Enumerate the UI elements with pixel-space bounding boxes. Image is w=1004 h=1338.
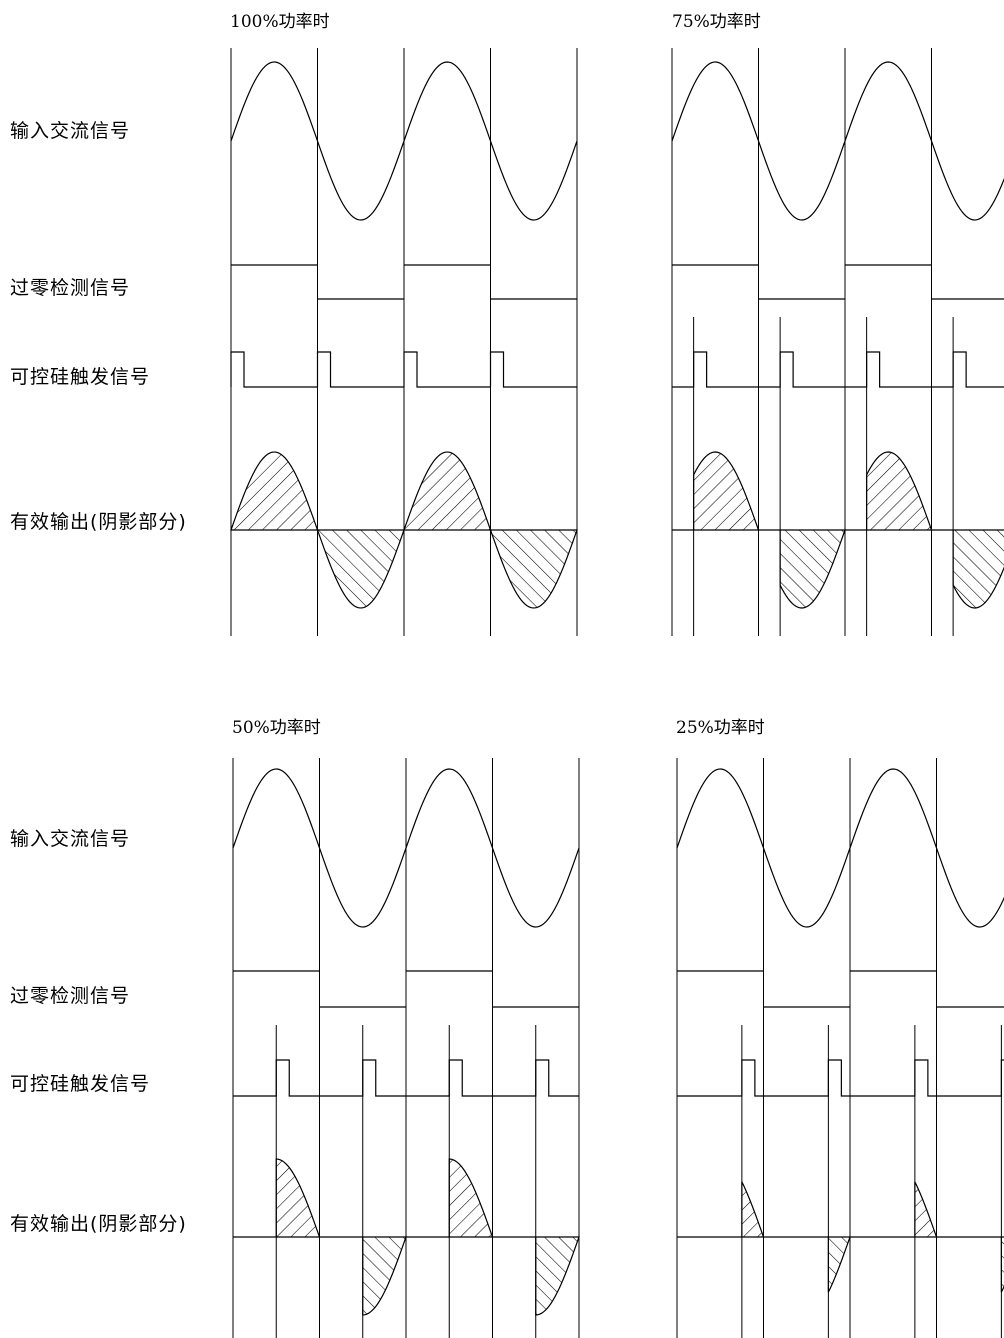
label-trigger-top: 可控硅触发信号: [10, 366, 151, 388]
panel-title-25: 25%功率时: [676, 718, 765, 738]
output-shaded-lobe: [693, 451, 760, 531]
output-shaded-lobe: [275, 1158, 321, 1238]
trigger-pulse: [931, 351, 1004, 388]
panel-title-50: 50%功率时: [232, 718, 321, 738]
trigger-pulse: [230, 351, 318, 388]
label-input-signal-top: 输入交流信号: [10, 120, 131, 142]
output-shaded-lobe: [1000, 1236, 1004, 1293]
trigger-pulse: [850, 1059, 937, 1097]
input-sine-wave: [230, 61, 578, 221]
label-output-top: 有效输出(阴影部分): [10, 511, 187, 533]
panel-title-100: 100%功率时: [230, 12, 330, 32]
panel-title-75: 75%功率时: [672, 12, 761, 32]
trigger-pulse: [936, 1059, 1004, 1097]
output-shaded-lobe: [952, 529, 1004, 609]
trigger-pulse: [316, 351, 404, 388]
label-zero-cross-top: 过零检测信号: [10, 277, 131, 299]
output-shaded-lobe: [827, 1236, 851, 1293]
trigger-pulse: [677, 1059, 764, 1097]
panel-p50: [232, 758, 580, 1338]
output-shaded-lobe: [914, 1181, 938, 1238]
trigger-pulse: [758, 351, 845, 388]
panel-p75: [671, 48, 1004, 636]
panel-p25: [676, 758, 1004, 1338]
output-shaded-lobe: [316, 529, 405, 609]
trigger-pulse: [489, 351, 577, 388]
trigger-pulse: [672, 351, 759, 388]
panel-p100: [230, 48, 578, 636]
trigger-pulse: [406, 1059, 493, 1097]
trigger-pulse: [763, 1059, 850, 1097]
label-input-signal-bottom: 输入交流信号: [10, 828, 131, 850]
trigger-pulse: [403, 351, 491, 388]
trigger-pulse: [319, 1059, 406, 1097]
output-shaded-lobe: [362, 1236, 407, 1316]
zero-cross-square-wave: [677, 970, 1004, 1008]
label-trigger-bottom: 可控硅触发信号: [10, 1073, 151, 1095]
trigger-pulse: [233, 1059, 320, 1097]
input-sine-wave: [676, 768, 1004, 928]
zero-cross-square-wave: [231, 264, 577, 300]
input-sine-wave: [232, 768, 580, 928]
zero-cross-square-wave: [233, 970, 579, 1008]
trigger-pulse: [492, 1059, 579, 1097]
output-shaded-lobe: [448, 1158, 494, 1238]
output-shaded-lobe: [535, 1236, 580, 1316]
output-shaded-lobe: [489, 529, 578, 609]
trigger-pulse: [845, 351, 932, 388]
output-shaded-lobe: [741, 1181, 765, 1238]
label-zero-cross-bottom: 过零检测信号: [10, 985, 131, 1007]
output-shaded-lobe: [866, 451, 933, 531]
output-shaded-lobe: [779, 529, 846, 609]
output-shaded-lobe: [403, 451, 492, 531]
zero-cross-square-wave: [672, 264, 1004, 300]
output-shaded-lobe: [230, 451, 319, 531]
label-output-bottom: 有效输出(阴影部分): [10, 1213, 187, 1235]
input-sine-wave: [671, 61, 1004, 221]
